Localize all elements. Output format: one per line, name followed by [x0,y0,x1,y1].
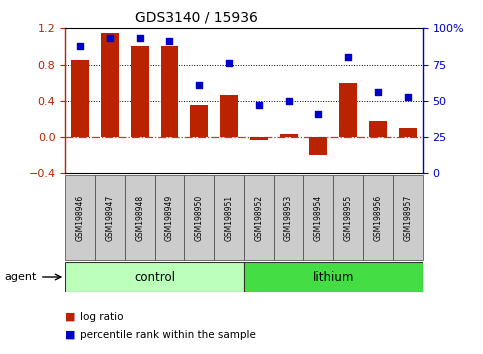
Bar [125,175,155,260]
Text: GSM198949: GSM198949 [165,195,174,241]
Text: agent: agent [5,272,37,282]
Bar [101,33,119,137]
Bar [339,83,357,137]
Text: GSM198951: GSM198951 [225,195,233,241]
Bar [65,175,95,260]
Text: GSM198950: GSM198950 [195,195,204,241]
Text: GSM198955: GSM198955 [344,195,353,241]
Point [374,89,382,95]
Point [285,98,293,104]
Text: lithium: lithium [313,270,354,284]
Bar [310,137,327,155]
Bar [363,175,393,260]
Bar [214,175,244,260]
Point [76,43,84,48]
Point [344,55,352,60]
Text: GSM198953: GSM198953 [284,195,293,241]
Bar [303,175,333,260]
Text: percentile rank within the sample: percentile rank within the sample [80,330,256,339]
Bar [333,175,363,260]
Text: GSM198954: GSM198954 [314,195,323,241]
Text: GSM198948: GSM198948 [135,195,144,241]
Text: GSM198947: GSM198947 [105,195,114,241]
Text: ■: ■ [65,330,76,339]
Point [314,111,322,117]
Point [255,102,263,108]
Bar [185,175,214,260]
Bar [131,46,149,137]
Bar [393,175,423,260]
Bar [244,175,274,260]
Text: ■: ■ [65,312,76,322]
Bar [399,128,417,137]
Text: log ratio: log ratio [80,312,123,322]
Text: GSM198956: GSM198956 [373,195,383,241]
Bar [160,46,178,137]
Text: GDS3140 / 15936: GDS3140 / 15936 [135,11,258,25]
Point [106,36,114,41]
Text: GSM198952: GSM198952 [255,195,263,241]
Bar [274,175,303,260]
Bar [280,135,298,137]
Point [225,60,233,66]
Bar [190,105,208,137]
Point [136,36,143,41]
Bar [244,262,423,292]
Point [404,94,412,99]
Text: GSM198957: GSM198957 [403,195,412,241]
Bar [220,95,238,137]
Point [166,39,173,44]
Bar [250,137,268,140]
Bar [95,175,125,260]
Text: GSM198946: GSM198946 [76,195,85,241]
Point [196,82,203,88]
Bar [369,121,387,137]
Bar [155,175,185,260]
Bar [65,262,244,292]
Bar [71,60,89,137]
Text: control: control [134,270,175,284]
